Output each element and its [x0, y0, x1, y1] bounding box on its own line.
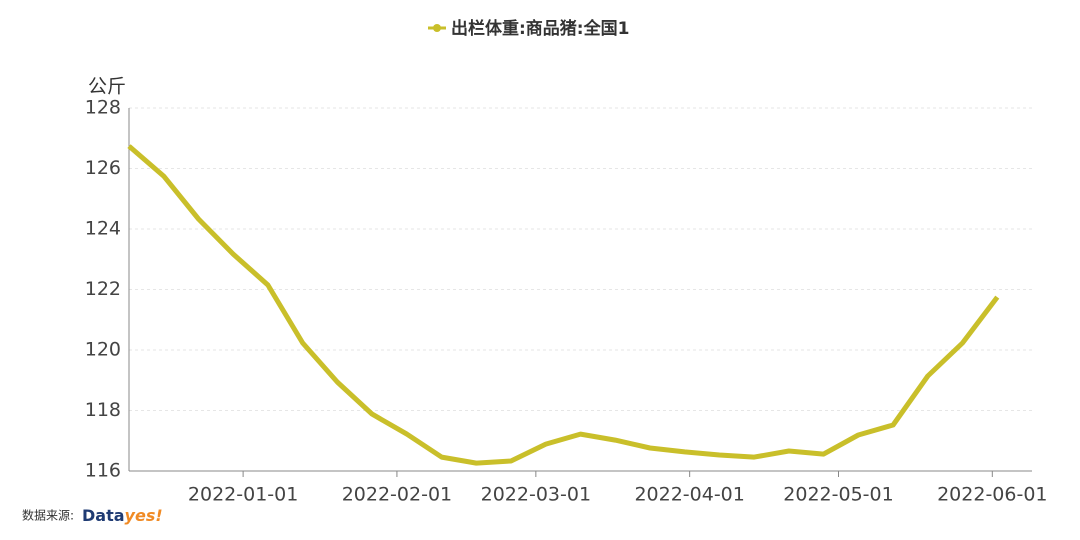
legend-marker — [433, 24, 441, 32]
legend-label: 出栏体重:商品猪:全国1 — [451, 18, 629, 39]
y-tick-label: 126 — [85, 157, 121, 179]
y-tick-label: 116 — [85, 460, 121, 482]
x-tick-label: 2022-05-01 — [783, 484, 893, 506]
y-unit: 公斤 — [88, 76, 126, 98]
y-tick-label: 124 — [85, 218, 121, 240]
y-tick-label: 122 — [85, 278, 121, 300]
x-tick-label: 2022-01-01 — [188, 484, 298, 506]
brand-accent: yes! — [125, 506, 163, 525]
x-tick-label: 2022-04-01 — [634, 484, 744, 506]
y-tick-label: 120 — [85, 339, 121, 361]
series-line — [127, 144, 1000, 466]
brand: Data — [82, 506, 125, 525]
y-tick-label: 118 — [85, 399, 121, 421]
source-label: 数据来源: — [22, 508, 74, 523]
x-tick-label: 2022-06-01 — [937, 484, 1047, 506]
source-brand: Datayes! — [82, 506, 163, 525]
x-tick-label: 2022-03-01 — [481, 484, 591, 506]
y-tick-label: 128 — [85, 97, 121, 119]
x-tick-label: 2022-02-01 — [342, 484, 452, 506]
